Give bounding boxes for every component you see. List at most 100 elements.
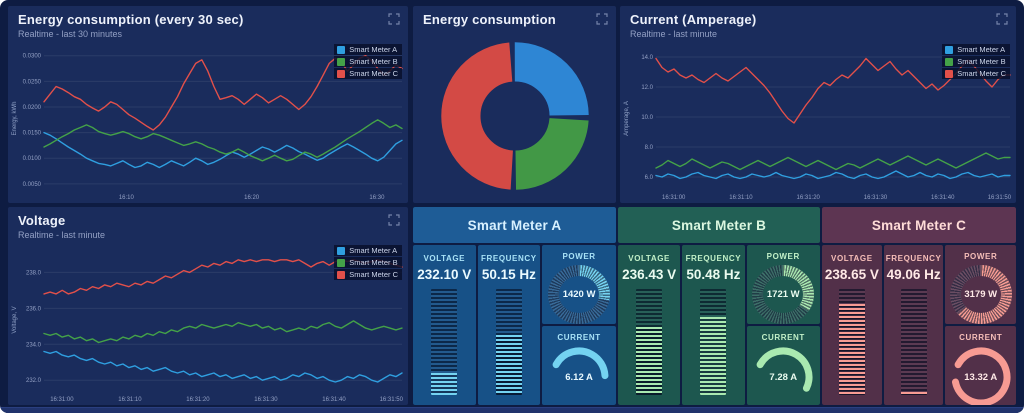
panel-energy-donut: Energy consumption (413, 6, 616, 203)
panel-title: Energy consumption (every 30 sec) (18, 12, 244, 27)
power-label: POWER (766, 252, 800, 261)
legend-item-smart-meter-a[interactable]: Smart Meter A (942, 44, 1010, 55)
power-gauge: 1721 W (752, 265, 815, 324)
frequency-label: FREQUENCY (481, 254, 537, 263)
svg-text:8.0: 8.0 (645, 145, 654, 151)
panel-header: Energy consumption (every 30 sec) Realti… (8, 6, 408, 39)
frequency-value: 50.48 Hz (686, 267, 741, 282)
panel-subtitle: Realtime - last minute (630, 29, 718, 39)
panel-energy-consumption-30sec: Energy consumption (every 30 sec) Realti… (8, 6, 408, 203)
voltage-bar-gauge (838, 289, 865, 395)
meter-a-title: Smart Meter A (413, 207, 616, 243)
legend-label: Smart Meter A (957, 45, 1006, 54)
frequency-value: 49.06 Hz (886, 267, 941, 282)
energy-line-chart: 0.0300 0.0250 0.0200 0.0150 0.0100 0.0050 16:1… (8, 40, 408, 203)
frequency-label: FREQUENCY (885, 254, 942, 263)
svg-text:Energy, kWh: Energy, kWh (12, 102, 18, 136)
legend-label: Smart Meter A (349, 45, 398, 54)
legend-item-smart-meter-c[interactable]: Smart Meter C (334, 269, 402, 280)
svg-text:16:31:30: 16:31:30 (254, 397, 278, 403)
meter-c-power-card: POWER 3179 W (945, 245, 1016, 324)
panel-header: Energy consumption (413, 6, 616, 27)
meter-c-current-card: CURRENT 13.32 A (945, 326, 1016, 405)
panel-title: Energy consumption (423, 12, 556, 27)
svg-text:232.0: 232.0 (26, 378, 42, 384)
svg-text:234.0: 234.0 (26, 342, 42, 348)
legend-item-smart-meter-c[interactable]: Smart Meter C (942, 68, 1010, 79)
expand-icon[interactable] (996, 13, 1008, 25)
legend-swatch-green (945, 57, 954, 66)
meter-b-title: Smart Meter B (618, 207, 820, 243)
legend-swatch-blue (337, 45, 346, 54)
legend-label: Smart Meter B (349, 57, 398, 66)
legend-swatch-green (337, 57, 346, 66)
current-label: CURRENT (557, 333, 601, 342)
voltage-bar-gauge (636, 289, 663, 395)
svg-text:16:30: 16:30 (369, 195, 385, 201)
expand-icon[interactable] (388, 13, 400, 25)
svg-text:238.0: 238.0 (26, 270, 42, 276)
panel-subtitle: Realtime - last 30 minutes (18, 29, 123, 39)
legend-item-smart-meter-a[interactable]: Smart Meter A (334, 245, 402, 256)
svg-text:10.0: 10.0 (641, 115, 653, 121)
legend-item-smart-meter-c[interactable]: Smart Meter C (334, 68, 402, 79)
expand-icon[interactable] (388, 214, 400, 226)
svg-text:14.0: 14.0 (641, 55, 653, 61)
voltage-value: 236.43 V (622, 267, 677, 282)
voltage-value: 232.10 V (417, 267, 472, 282)
power-gauge: 3179 W (949, 265, 1012, 324)
current-value: 7.28 A (769, 371, 798, 383)
voltage-label: VOLTAGE (423, 254, 466, 263)
svg-text:6.0: 6.0 (645, 175, 654, 181)
meter-a-power-card: POWER 1420 W (542, 245, 616, 324)
current-gauge: 6.12 A (548, 346, 610, 405)
legend-label: Smart Meter C (349, 270, 398, 279)
meter-b-power-card: POWER 1721 W (746, 245, 820, 324)
voltage-value: 238.65 V (824, 267, 879, 282)
panel-header: Voltage Realtime - last minute (8, 207, 408, 240)
meter-a-current-card: CURRENT 6.12 A (542, 326, 616, 405)
panel-smart-meter-a: Smart Meter A VOLTAGE 232.10 V FREQUENCY… (413, 207, 616, 405)
chart-legend: Smart Meter A Smart Meter B Smart Meter … (942, 44, 1010, 79)
svg-text:16:31:10: 16:31:10 (729, 195, 753, 201)
svg-text:16:31:50: 16:31:50 (380, 397, 404, 403)
legend-item-smart-meter-b[interactable]: Smart Meter B (334, 257, 402, 268)
svg-text:0.0150: 0.0150 (23, 131, 42, 137)
meter-a-voltage-card: VOLTAGE 232.10 V (413, 245, 476, 405)
legend-swatch-blue (337, 246, 346, 255)
svg-text:0.0100: 0.0100 (23, 156, 42, 162)
panel-current-amperage: Current (Amperage) Realtime - last minut… (620, 6, 1016, 203)
dashboard-footer-strip (0, 407, 1024, 413)
legend-label: Smart Meter A (349, 246, 398, 255)
legend-swatch-red (945, 69, 954, 78)
expand-icon[interactable] (596, 13, 608, 25)
meter-a-frequency-card: FREQUENCY 50.15 Hz (477, 245, 541, 405)
panel-title: Voltage (18, 213, 66, 228)
current-label: CURRENT (761, 333, 805, 342)
svg-text:16:20: 16:20 (244, 195, 260, 201)
current-value: 6.12 A (565, 371, 593, 383)
svg-text:16:31:00: 16:31:00 (50, 397, 74, 403)
voltage-bar-gauge (431, 289, 458, 395)
frequency-bar-gauge (700, 289, 727, 395)
legend-label: Smart Meter C (957, 69, 1006, 78)
svg-text:12.0: 12.0 (641, 85, 653, 91)
legend-item-smart-meter-b[interactable]: Smart Meter B (334, 56, 402, 67)
svg-text:Amperage, A: Amperage, A (624, 101, 630, 136)
meter-c-title: Smart Meter C (822, 207, 1016, 243)
meter-b-voltage-card: VOLTAGE 236.43 V (618, 245, 681, 405)
legend-item-smart-meter-b[interactable]: Smart Meter B (942, 56, 1010, 67)
power-value: 3179 W (964, 289, 998, 300)
voltage-line-chart: 238.0 236.0 234.0 232.0 16:31:00 16:31:10 16:3… (8, 241, 408, 405)
svg-text:0.0050: 0.0050 (23, 182, 42, 188)
power-gauge: 1420 W (548, 265, 611, 324)
svg-text:236.0: 236.0 (26, 306, 42, 312)
meter-b-current-card: CURRENT 7.28 A (746, 326, 820, 405)
svg-text:16:31:40: 16:31:40 (322, 397, 346, 403)
panel-header: Current (Amperage) Realtime - last minut… (620, 6, 1016, 39)
legend-item-smart-meter-a[interactable]: Smart Meter A (334, 44, 402, 55)
frequency-value: 50.15 Hz (481, 267, 536, 282)
current-line-chart: 14.0 12.0 10.0 8.0 6.0 16:31:00 16:31:10 16:31:… (620, 40, 1016, 203)
panel-subtitle: Realtime - last minute (18, 230, 106, 240)
